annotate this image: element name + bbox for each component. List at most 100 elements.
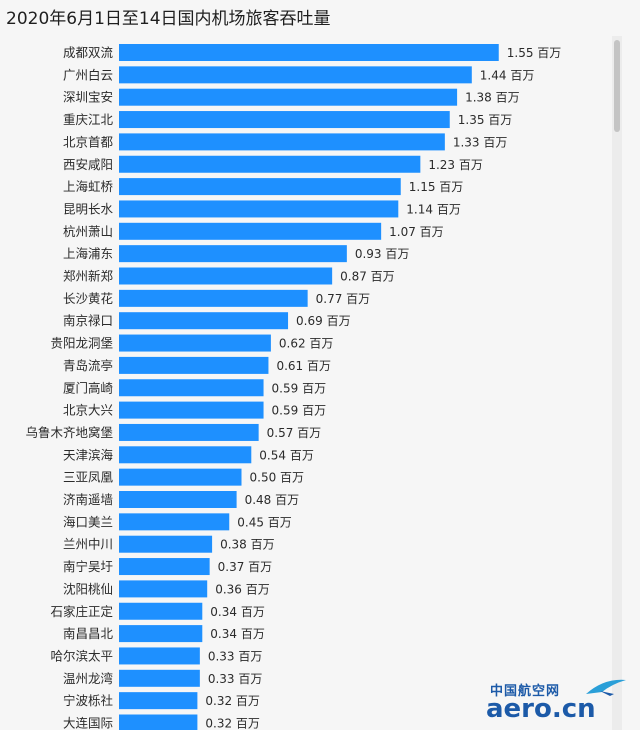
category-label: 天津滨海: [63, 447, 114, 462]
bar: [119, 222, 382, 240]
category-label: 郑州新郑: [63, 269, 114, 284]
category-label: 南昌昌北: [63, 626, 114, 641]
value-label: 1.55 百万: [507, 46, 562, 60]
value-label: 0.69 百万: [296, 314, 351, 328]
value-label: 1.07 百万: [389, 225, 444, 239]
category-label: 重庆江北: [63, 112, 114, 127]
bar: [119, 468, 242, 486]
bar: [119, 111, 450, 129]
value-label: 0.32 百万: [205, 717, 260, 730]
bar: [119, 178, 401, 196]
category-label: 贵阳龙洞堡: [50, 336, 113, 351]
category-label: 深圳宝安: [63, 90, 113, 105]
bar: [119, 602, 203, 620]
bar: [119, 625, 203, 643]
watermark-logo: 中国航空网 aero.cn: [484, 679, 634, 726]
category-label: 沈阳桃仙: [63, 581, 113, 596]
category-label: 北京首都: [63, 134, 114, 149]
category-label: 北京大兴: [63, 403, 113, 418]
bar: [119, 513, 230, 531]
bar: [119, 379, 264, 397]
airplane-icon: [586, 679, 626, 696]
category-label: 昆明长水: [63, 201, 114, 216]
value-label: 0.37 百万: [218, 560, 273, 574]
bar: [119, 669, 200, 687]
value-label: 0.54 百万: [259, 448, 314, 462]
bar: [119, 558, 210, 576]
chart-title: 2020年6月1日至14日国内机场旅客吞吐量: [6, 9, 331, 29]
value-label: 0.34 百万: [210, 627, 265, 641]
bar: [119, 267, 333, 285]
bar: [119, 155, 421, 173]
category-label: 乌鲁木齐地窝堡: [25, 425, 113, 440]
category-label: 成都双流: [63, 45, 114, 60]
value-label: 0.57 百万: [267, 426, 322, 440]
watermark-en-text: aero.cn: [486, 694, 596, 724]
bar: [119, 714, 198, 730]
category-label: 宁波栎社: [63, 693, 113, 708]
category-label: 广州白云: [63, 67, 113, 82]
bar: [119, 401, 264, 419]
category-label: 哈尔滨太平: [50, 648, 113, 663]
category-label: 兰州中川: [63, 537, 113, 552]
value-label: 0.62 百万: [279, 337, 334, 351]
value-label: 0.34 百万: [210, 605, 265, 619]
bar: [119, 423, 259, 441]
value-label: 1.35 百万: [458, 113, 513, 127]
bar: [119, 245, 347, 263]
category-label: 上海浦东: [63, 246, 113, 261]
value-label: 1.15 百万: [409, 180, 464, 194]
bar: [119, 289, 308, 307]
bar: [119, 692, 198, 710]
value-label: 0.45 百万: [237, 515, 292, 529]
bar: [119, 88, 458, 106]
bar: [119, 647, 200, 665]
value-label: 0.59 百万: [272, 404, 327, 418]
value-label: 0.77 百万: [316, 292, 371, 306]
value-label: 0.36 百万: [215, 582, 270, 596]
bar: [119, 334, 271, 352]
value-label: 0.87 百万: [340, 270, 395, 284]
category-label: 厦门高崎: [63, 380, 114, 395]
category-label: 上海虹桥: [63, 179, 114, 194]
bar: [119, 44, 499, 61]
value-label: 0.59 百万: [272, 381, 327, 395]
value-label: 0.33 百万: [208, 672, 263, 686]
bar: [119, 312, 289, 330]
bar: [119, 200, 399, 218]
value-label: 1.33 百万: [453, 135, 508, 149]
value-label: 0.50 百万: [250, 471, 305, 485]
category-label: 西安咸阳: [63, 157, 113, 172]
bar: [119, 356, 269, 374]
value-label: 1.14 百万: [406, 202, 461, 216]
category-label: 温州龙湾: [63, 671, 113, 686]
scrollbar[interactable]: [612, 36, 622, 730]
value-label: 1.44 百万: [480, 68, 535, 82]
value-label: 0.61 百万: [276, 359, 331, 373]
value-label: 0.33 百万: [208, 649, 263, 663]
category-label: 南京禄口: [63, 313, 113, 328]
bar: [119, 446, 252, 464]
value-label: 1.23 百万: [428, 158, 483, 172]
bar: [119, 580, 208, 598]
value-label: 0.38 百万: [220, 538, 275, 552]
category-label: 南宁吴圩: [63, 559, 113, 574]
value-label: 0.32 百万: [205, 694, 260, 708]
bar: [119, 66, 472, 84]
category-label: 济南遥墙: [63, 492, 113, 507]
bar: [119, 491, 237, 508]
category-label: 大连国际: [63, 716, 113, 730]
category-label: 长沙黄花: [63, 291, 113, 306]
value-label: 0.48 百万: [245, 493, 300, 507]
category-label: 石家庄正定: [50, 604, 113, 619]
value-label: 0.93 百万: [355, 247, 410, 261]
scrollbar-thumb[interactable]: [614, 40, 620, 132]
bar: [119, 535, 213, 553]
category-label: 三亚凤凰: [63, 470, 114, 485]
value-label: 1.38 百万: [465, 91, 520, 105]
bar: [119, 133, 445, 151]
category-label: 杭州萧山: [63, 224, 113, 239]
watermark-cn-text: 中国航空网: [490, 684, 561, 699]
